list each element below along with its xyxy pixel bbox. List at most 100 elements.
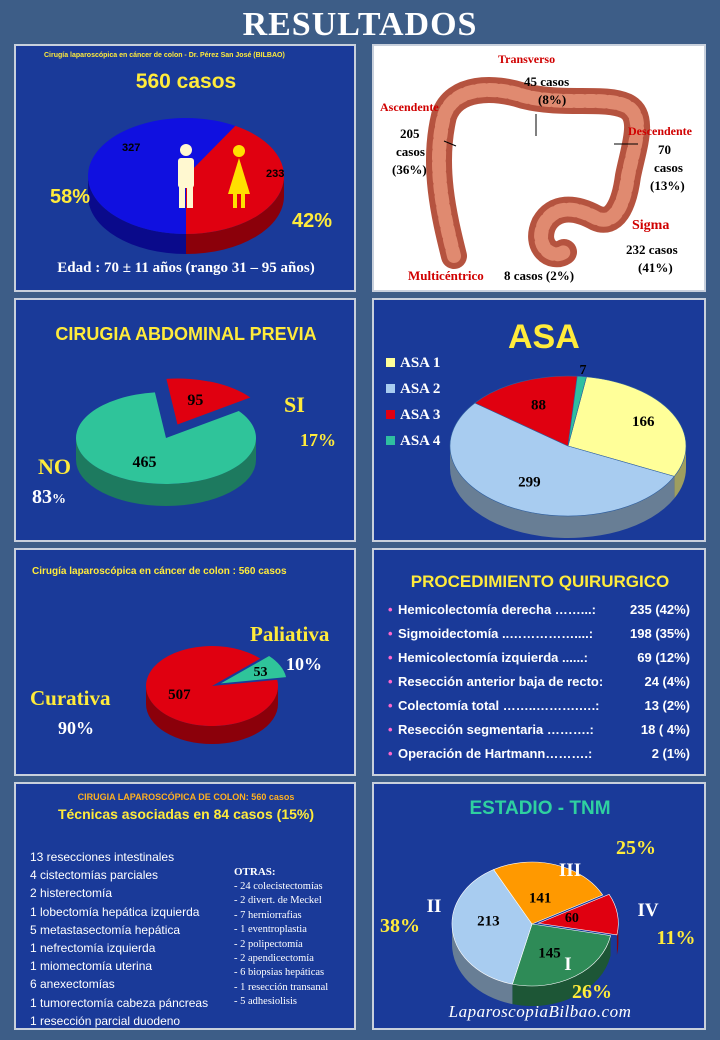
list-item: - 2 polipectomía (234, 938, 303, 950)
pie-side-mujeres (186, 176, 284, 254)
pie-slice-asa-1 (567, 376, 687, 477)
tnm-title: ESTADIO - TNM (469, 798, 611, 819)
ascendente-label: Ascendente (380, 100, 439, 114)
no-label: NO (38, 454, 71, 479)
pie-value-iii: 141 (529, 891, 552, 907)
pie-slice-si (166, 378, 251, 425)
sex-pie-chart (88, 117, 285, 254)
bullet-icon: • (388, 722, 393, 737)
tec-list: 13 resecciones intestinales 4 cistectomía… (30, 848, 209, 1028)
legend-label-asa-3: ASA 3 (400, 407, 440, 423)
list-item: - 2 divert. de Meckel (234, 895, 322, 907)
bullet-icon: • (388, 698, 393, 713)
descendente-value: 70 (658, 142, 671, 157)
ascendente-percent: (36%) (392, 162, 427, 177)
list-item: 1 resección parcial duodeno (30, 1013, 181, 1028)
pal-pie-chart: 507 53 (146, 646, 287, 744)
pie-value-si: 95 (187, 392, 203, 409)
pie-slice-iii (493, 861, 604, 925)
pie-side-asa-1 (674, 446, 686, 499)
legend-swatch-asa-1 (386, 358, 395, 367)
proc-row: • Sigmoidectomía ..……………....: (388, 626, 593, 641)
proc-row: • Resección segmentaria ……….: (388, 722, 594, 737)
legend-swatch-asa-3 (386, 410, 395, 419)
multicentrico-label: Multicéntrico (408, 268, 484, 283)
male-icon (178, 144, 194, 208)
proc-row: • Operación de Hartmann……….: (388, 746, 593, 761)
age-text: Edad : 70 ± 11 años (rango 31 – 95 años) (57, 260, 315, 276)
female-percent: 42% (292, 210, 333, 232)
curativa-percent: 90% (58, 718, 94, 738)
transverso-value: 45 casos (524, 74, 570, 89)
si-label: SI (284, 392, 305, 417)
descendente-percent: (13%) (650, 178, 685, 193)
proc-row: • Hemicolectomía derecha ……...: (388, 602, 596, 617)
no-percent: 83% (32, 486, 66, 508)
list-item: 1 tumorectomía cabeza páncreas (30, 995, 209, 1010)
asa-title: ASA (508, 318, 580, 356)
pie-side-no (76, 438, 256, 506)
bullet-icon: • (388, 626, 393, 641)
pie-value-curativa: 507 (168, 687, 191, 703)
tec-title: Técnicas asociadas en 84 casos (15%) (57, 806, 315, 822)
proc-row: • Colectomía total ……..……….….: (388, 698, 600, 713)
list-item: - 24 colecistectomías (234, 881, 323, 892)
pie-value-iv: 60 (565, 911, 579, 926)
proc-label: Hemicolectomía izquierda ......: (398, 650, 588, 665)
proc-value: 198 (35%) (630, 626, 690, 641)
colon-panel: Transverso 45 casos (8%) Ascendente 205 … (372, 44, 706, 292)
sex-cases: 560 casos (135, 70, 237, 93)
proc-label: Hemicolectomía derecha ……...: (398, 602, 596, 617)
watermark: LaparoscopiaBilbao.com (448, 1002, 632, 1021)
ascendente-value: 205 (400, 126, 420, 141)
list-item: 1 miomectomía uterina (30, 959, 153, 974)
pie-slice-paliativa (220, 656, 287, 684)
female-icon (228, 145, 250, 208)
proc-value: 2 (1%) (651, 746, 690, 761)
pie-side-i (512, 935, 611, 1006)
list-item: - 7 herniorrafias (234, 909, 302, 921)
otras-list: - 24 colecistectomías - 2 divert. de Meck… (234, 880, 328, 1010)
bullet-icon: • (388, 650, 393, 665)
curativa-label: Curativa (30, 686, 111, 710)
proc-value: 24 (4%) (644, 674, 690, 689)
tnm-percent-ii: 38% (380, 915, 420, 937)
legend-swatch-asa-2 (386, 384, 395, 393)
legend-label-asa-1: ASA 1 (400, 355, 440, 371)
pal-subtitle: Cirugía laparoscópica en cáncer de colon… (32, 566, 287, 577)
asa-pie-chart: ASA 1 ASA 2 ASA 3 ASA 4 166 299 88 7 (386, 355, 687, 538)
proc-label: Operación de Hartmann……….: (398, 746, 593, 761)
list-item: - 5 adhesiolisis (234, 996, 297, 1008)
list-item: - 1 eventroplastia (234, 924, 307, 936)
male-value-label: 327 (122, 142, 141, 154)
list-item: 6 anexectomías (30, 977, 115, 992)
pie-value-asa-3: 88 (531, 398, 546, 414)
pal-panel: Cirugía laparoscópica en cáncer de colon… (14, 548, 356, 776)
sigma-value: 232 casos (626, 242, 678, 257)
pie-value-asa-4: 7 (579, 363, 586, 378)
proc-label: Resección anterior baja de recto: (398, 674, 604, 689)
pie-side-curativa (146, 686, 278, 744)
pie-slice-curativa (146, 646, 279, 726)
sigma-label: Sigma (632, 218, 670, 233)
transverso-label: Transverso (498, 52, 556, 66)
pie-value-asa-2: 299 (518, 474, 541, 490)
multicentrico-value: 8 casos (2%) (504, 268, 575, 283)
asa-panel: ASA ASA 1 ASA 2 ASA 3 ASA 4 166 299 88 7 (372, 298, 706, 542)
female-value-label: 233 (266, 168, 285, 180)
proc-title: PROCEDIMIENTO QUIRURGICO (410, 572, 670, 591)
pie-slice-asa-2 (449, 402, 675, 517)
list-item: 2 histerectomía (30, 886, 113, 901)
proc-value: 69 (12%) (637, 650, 690, 665)
previa-pie-chart: 465 95 (76, 378, 256, 506)
list-item: 1 lobectomía hepática izquierda (30, 904, 200, 919)
pie-side-hombres (88, 176, 186, 254)
tnm-pie-chart: 145 213 141 60 I26% II 38% III 25% IV 11% (380, 837, 695, 1006)
colon-illustration (425, 77, 651, 269)
tnm-percent-i: 26% (572, 981, 612, 1003)
legend-label-asa-4: ASA 4 (400, 433, 441, 449)
proc-value: 235 (42%) (630, 602, 690, 617)
pie-value-paliativa: 53 (253, 665, 267, 680)
list-item: 13 resecciones intestinales (30, 850, 175, 864)
bullet-icon: • (388, 602, 393, 617)
